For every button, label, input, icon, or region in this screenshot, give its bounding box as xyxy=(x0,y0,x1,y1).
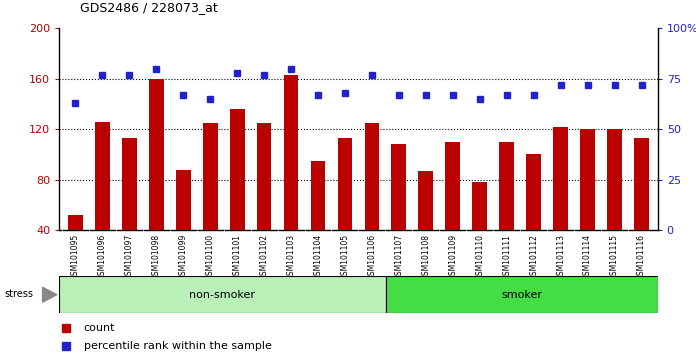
Text: GSM101097: GSM101097 xyxy=(125,234,134,280)
Text: GSM101106: GSM101106 xyxy=(367,234,377,280)
Bar xyxy=(391,144,406,280)
Bar xyxy=(418,171,433,280)
Text: GSM101113: GSM101113 xyxy=(556,234,565,280)
Bar xyxy=(473,182,487,280)
Text: GSM101107: GSM101107 xyxy=(395,234,404,280)
Bar xyxy=(59,276,386,313)
Text: GSM101114: GSM101114 xyxy=(583,234,592,280)
Text: GSM101109: GSM101109 xyxy=(448,234,457,280)
Bar xyxy=(365,123,379,280)
Bar xyxy=(338,138,352,280)
Bar xyxy=(95,122,110,280)
Text: percentile rank within the sample: percentile rank within the sample xyxy=(84,341,271,351)
Bar xyxy=(230,109,244,280)
Bar xyxy=(257,123,271,280)
Text: GSM101108: GSM101108 xyxy=(421,234,430,280)
Bar xyxy=(203,123,218,280)
Text: count: count xyxy=(84,322,115,332)
Bar xyxy=(445,142,460,280)
Bar xyxy=(499,142,514,280)
Text: smoker: smoker xyxy=(501,290,542,300)
Text: GSM101095: GSM101095 xyxy=(71,234,80,280)
Bar xyxy=(580,129,595,280)
Bar xyxy=(68,215,83,280)
Text: GSM101111: GSM101111 xyxy=(503,234,512,280)
Text: GSM101116: GSM101116 xyxy=(637,234,646,280)
Bar xyxy=(386,276,658,313)
Bar xyxy=(526,154,541,280)
Text: non-smoker: non-smoker xyxy=(189,290,255,300)
Bar xyxy=(310,161,326,280)
Text: GSM101101: GSM101101 xyxy=(232,234,242,280)
Text: GSM101096: GSM101096 xyxy=(98,234,106,280)
Text: GSM101104: GSM101104 xyxy=(313,234,322,280)
Text: GSM101100: GSM101100 xyxy=(205,234,214,280)
Text: GSM101099: GSM101099 xyxy=(179,234,188,280)
Text: GSM101110: GSM101110 xyxy=(475,234,484,280)
Bar xyxy=(149,79,164,280)
Bar xyxy=(176,170,191,280)
Text: GSM101105: GSM101105 xyxy=(340,234,349,280)
Text: GSM101103: GSM101103 xyxy=(287,234,296,280)
Bar xyxy=(634,138,649,280)
Text: GSM101112: GSM101112 xyxy=(529,234,538,280)
Polygon shape xyxy=(42,287,57,302)
Bar xyxy=(122,138,136,280)
Bar xyxy=(283,75,299,280)
Bar xyxy=(553,127,568,280)
Text: GSM101115: GSM101115 xyxy=(610,234,619,280)
Text: GSM101098: GSM101098 xyxy=(152,234,161,280)
Text: GSM101102: GSM101102 xyxy=(260,234,269,280)
Text: GDS2486 / 228073_at: GDS2486 / 228073_at xyxy=(80,1,218,14)
Text: stress: stress xyxy=(5,289,33,299)
Bar xyxy=(607,129,622,280)
